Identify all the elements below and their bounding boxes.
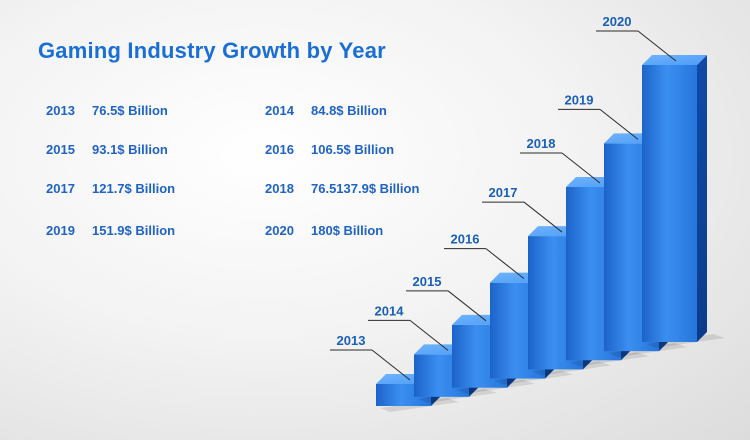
stat-item-2020: 2020 180$ Billion <box>265 223 383 238</box>
stat-year: 2020 <box>265 223 294 238</box>
stat-item-2018: 2018 76.5137.9$ Billion <box>265 181 419 196</box>
stat-value: 106.5$ Billion <box>311 142 395 157</box>
stat-value: 151.9$ Billion <box>92 223 176 238</box>
stat-item-2017: 2017 121.7$ Billion <box>46 181 175 196</box>
bar-label-2019: 2019 <box>565 92 594 107</box>
bar-label-2013: 2013 <box>337 333 366 348</box>
label-leader-line <box>409 320 449 351</box>
stat-value: 76.5137.9$ Billion <box>311 181 420 196</box>
stats-list: 2013 76.5$ Billion 2014 84.8$ Billion 2015… <box>0 0 450 260</box>
label-leader-line <box>485 248 525 280</box>
bar-label-2018: 2018 <box>527 136 556 151</box>
bar-label-2016: 2016 <box>451 232 480 247</box>
stat-value: 93.1$ Billion <box>92 142 168 157</box>
label-leader-line <box>599 108 639 140</box>
stat-year: 2016 <box>265 142 294 157</box>
stat-item-2015: 2015 93.1$ Billion <box>46 142 168 157</box>
bar-front <box>642 65 697 342</box>
stat-year: 2019 <box>46 223 75 238</box>
chart-title: Gaming Industry Growth by Year <box>38 38 386 63</box>
stat-value: 180$ Billion <box>311 223 384 238</box>
bar-label-2020: 2020 <box>603 14 632 29</box>
stat-item-2014: 2014 84.8$ Billion <box>265 103 387 118</box>
stat-year: 2017 <box>46 181 75 196</box>
label-leader-line <box>447 290 487 322</box>
stat-year: 2018 <box>265 181 294 196</box>
stat-item-2013: 2013 76.5$ Billion <box>46 103 168 118</box>
label-leader-line <box>523 201 563 233</box>
label-leader-line <box>637 30 677 62</box>
stat-year: 2014 <box>265 103 294 118</box>
stat-item-2019: 2019 151.9$ Billion <box>46 223 175 238</box>
label-leader-line <box>561 152 601 184</box>
bar-label-2014: 2014 <box>375 303 405 318</box>
bar-2020 <box>642 55 725 348</box>
bar-label-2015: 2015 <box>413 274 442 289</box>
stat-year: 2013 <box>46 103 75 118</box>
stat-year: 2015 <box>46 142 75 157</box>
stat-value: 121.7$ Billion <box>92 181 176 196</box>
stat-value: 76.5$ Billion <box>92 103 168 118</box>
bar-label-2017: 2017 <box>489 185 518 200</box>
label-leader-line <box>371 349 411 381</box>
bar-side <box>697 55 707 342</box>
stat-value: 84.8$ Billion <box>311 103 387 118</box>
stat-item-2016: 2016 106.5$ Billion <box>265 142 394 157</box>
